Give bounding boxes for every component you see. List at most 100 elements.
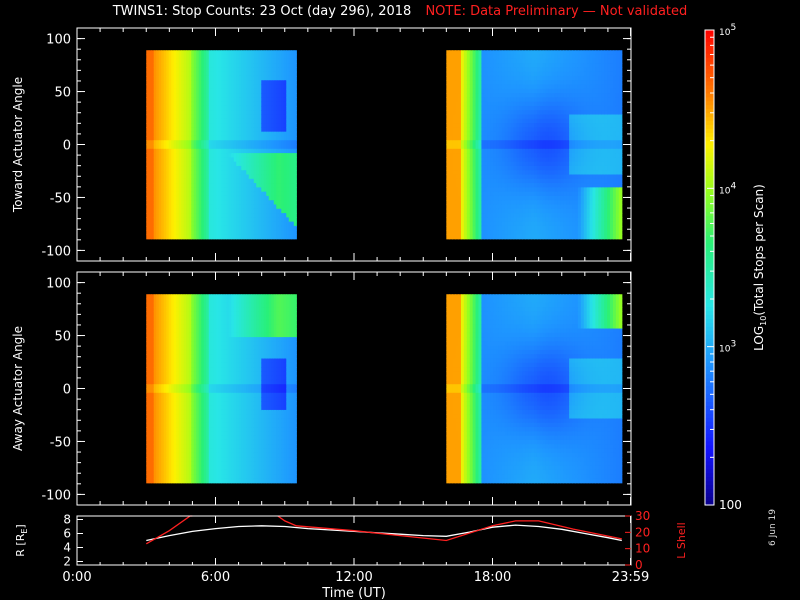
- heatmap-cell: [484, 50, 488, 56]
- heatmap-cell: [171, 187, 175, 193]
- heatmap-cell: [278, 144, 282, 150]
- heatmap-cell: [276, 105, 280, 111]
- heatmap-cell: [281, 161, 285, 167]
- heatmap-cell: [168, 230, 172, 236]
- heatmap-cell: [231, 230, 235, 236]
- heatmap-cell: [293, 58, 297, 64]
- heatmap-cell: [516, 170, 521, 176]
- heatmap-cell: [446, 105, 450, 111]
- heatmap-cell: [458, 165, 462, 171]
- heatmap-cell: [519, 110, 523, 116]
- heatmap-cell: [151, 161, 155, 167]
- heatmap-cell: [507, 114, 512, 120]
- heatmap-cell: [203, 208, 207, 214]
- heatmap-cell: [276, 170, 280, 176]
- heatmap-cell: [146, 165, 150, 171]
- heatmap-cell: [493, 204, 497, 210]
- heatmap-cell: [507, 165, 512, 171]
- heatmap-cell: [258, 234, 262, 240]
- heatmap-cell: [256, 144, 260, 150]
- heatmap-cell: [161, 170, 165, 176]
- heatmap-cell: [236, 67, 240, 73]
- heatmap-cell: [263, 217, 267, 223]
- heatmap-cell: [146, 84, 150, 90]
- heatmap-cell: [516, 200, 521, 206]
- heatmap-cell: [263, 105, 267, 111]
- heatmap-cell: [271, 50, 275, 56]
- heatmap-cell: [168, 88, 172, 94]
- heatmap-cell: [460, 93, 465, 98]
- heatmap-cell: [493, 200, 497, 206]
- heatmap-cell: [171, 114, 175, 120]
- heatmap-cell: [475, 200, 480, 206]
- heatmap-cell: [208, 101, 212, 107]
- heatmap-cell: [161, 84, 165, 90]
- heatmap-cell: [522, 195, 526, 201]
- heatmap-cell: [516, 161, 521, 167]
- heatmap-cell: [221, 71, 225, 77]
- heatmap-cell: [268, 187, 272, 193]
- heatmap-cell: [146, 208, 150, 214]
- heatmap-cell: [238, 191, 242, 197]
- heatmap-cell: [183, 234, 187, 240]
- heatmap-cell: [266, 204, 270, 210]
- heatmap-cell: [501, 161, 506, 167]
- heatmap-cell: [283, 118, 287, 124]
- heatmap-cell: [293, 127, 297, 133]
- heatmap-cell: [449, 200, 453, 206]
- heatmap-cell: [278, 191, 282, 197]
- heatmap-cell: [463, 217, 468, 223]
- heatmap-cell: [475, 80, 480, 86]
- heatmap-cell: [146, 153, 150, 158]
- heatmap-cell: [226, 221, 230, 227]
- heatmap-cell: [268, 217, 272, 223]
- heatmap-cell: [163, 161, 167, 167]
- heatmap-cell: [268, 225, 272, 231]
- heatmap-cell: [519, 88, 523, 94]
- heatmap-cell: [281, 135, 285, 141]
- heatmap-cell: [201, 71, 205, 77]
- heatmap-cell: [158, 58, 162, 64]
- heatmap-cell: [463, 195, 468, 201]
- heatmap-cell: [455, 187, 459, 193]
- heatmap-cell: [216, 187, 220, 193]
- heatmap-cell: [168, 217, 172, 223]
- heatmap-cell: [475, 93, 480, 98]
- heatmap-cell: [466, 221, 471, 227]
- heatmap-cell: [258, 97, 262, 103]
- heatmap-cell: [228, 230, 232, 236]
- heatmap-cell: [236, 204, 240, 210]
- heatmap-cell: [176, 101, 180, 107]
- heatmap-cell: [193, 161, 197, 167]
- heatmap-cell: [188, 148, 192, 154]
- heatmap-cell: [156, 170, 160, 176]
- heatmap-cell: [163, 67, 167, 73]
- heatmap-cell: [501, 88, 506, 94]
- heatmap-cell: [223, 67, 227, 73]
- heatmap-cell: [171, 183, 175, 188]
- heatmap-cell: [446, 110, 450, 116]
- heatmap-cell: [213, 187, 217, 193]
- heatmap-cell: [490, 157, 494, 163]
- heatmap-cell: [261, 58, 265, 64]
- heatmap-cell: [253, 97, 257, 103]
- heatmap-cell: [213, 101, 217, 107]
- heatmap-cell: [168, 110, 172, 116]
- heatmap-cell: [233, 93, 237, 98]
- heatmap-cell: [496, 123, 500, 128]
- heatmap-cell: [501, 123, 506, 128]
- heatmap-cell: [211, 105, 215, 111]
- heatmap-cell: [228, 54, 232, 60]
- heatmap-cell: [286, 101, 290, 107]
- heatmap-cell: [211, 208, 215, 214]
- heatmap-cell: [173, 123, 177, 128]
- heatmap-cell: [183, 195, 187, 201]
- heatmap-cell: [231, 50, 235, 56]
- heatmap-cell: [248, 97, 252, 103]
- heatmap-cell: [166, 191, 170, 197]
- heatmap-cell: [231, 234, 235, 240]
- heatmap-cell: [241, 183, 245, 188]
- heatmap-cell: [478, 191, 483, 197]
- heatmap-cell: [188, 153, 192, 158]
- heatmap-cell: [208, 204, 212, 210]
